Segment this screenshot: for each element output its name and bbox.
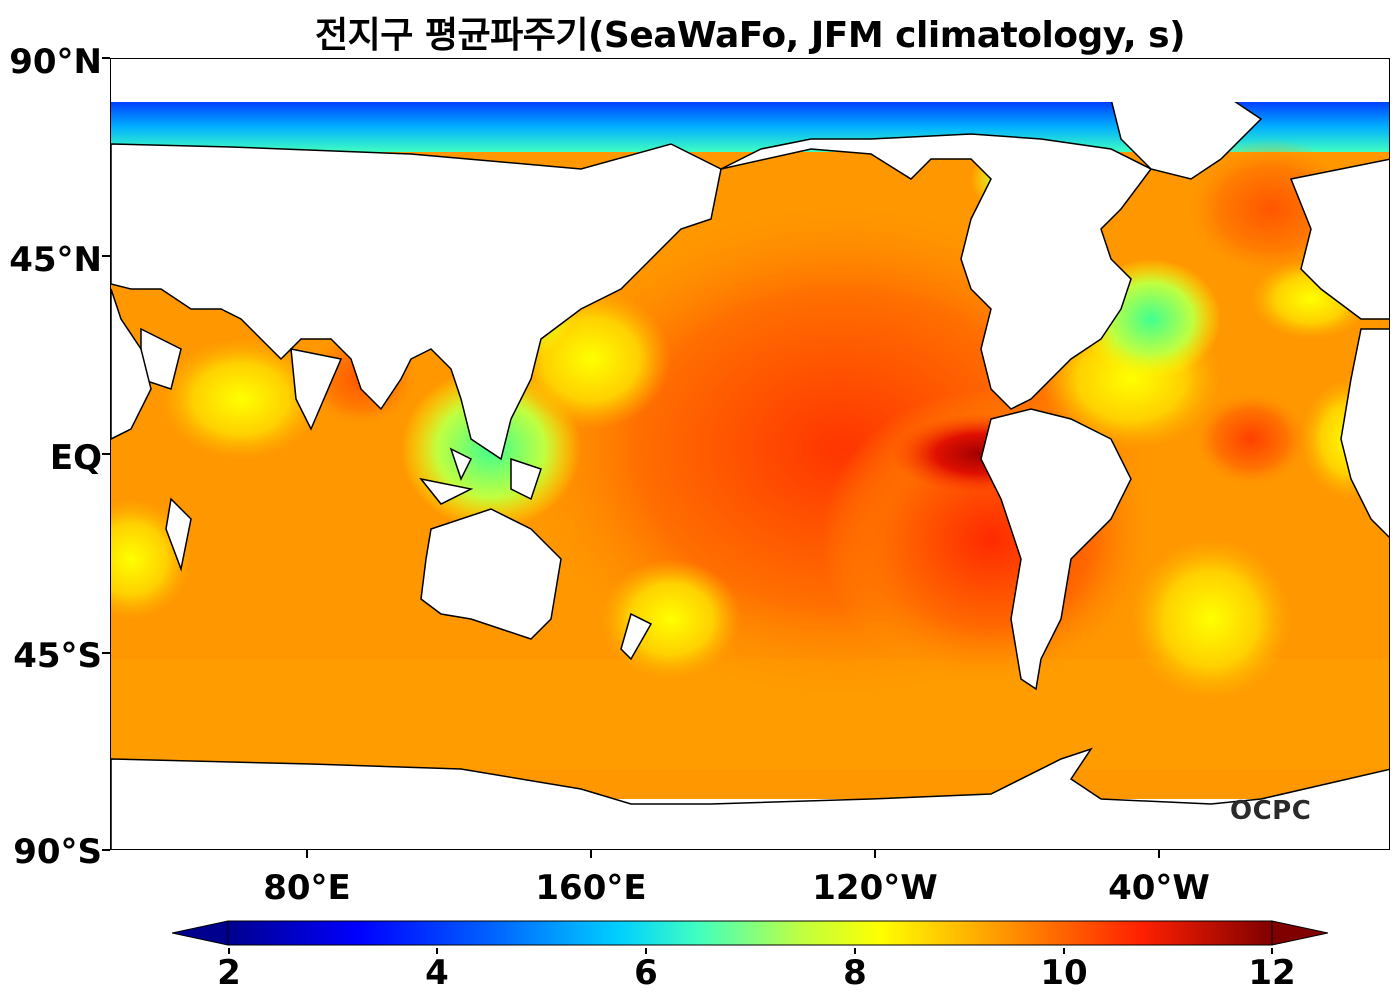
lat-label-90s: 90°S — [13, 832, 102, 872]
lat-label-eq: EQ — [49, 438, 102, 478]
colorbar — [171, 918, 1329, 948]
wave-period-map — [111, 59, 1389, 849]
colorbar-label-4: 4 — [425, 953, 449, 993]
colorbar-tick — [228, 948, 230, 954]
lat-tick — [102, 453, 110, 455]
colorbar-tick — [645, 948, 647, 954]
lon-label-80e: 80°E — [263, 868, 351, 908]
map-frame — [110, 58, 1390, 850]
lon-label-40w: 40°W — [1108, 868, 1210, 908]
colorbar-min-extend — [171, 920, 229, 946]
lat-tick — [102, 255, 110, 257]
lon-tick — [306, 850, 308, 858]
lon-label-160e: 160°E — [535, 868, 647, 908]
lat-tick — [102, 57, 110, 59]
colorbar-gradient — [227, 920, 1273, 946]
lon-label-120w: 120°W — [812, 868, 938, 908]
land — [111, 98, 1389, 849]
colorbar-label-12: 12 — [1248, 953, 1296, 993]
colorbar-tick — [436, 948, 438, 954]
colorbar-label-2: 2 — [217, 953, 241, 993]
ocpc-watermark: OCPC — [1230, 796, 1312, 826]
colorbar-label-10: 10 — [1040, 953, 1088, 993]
lat-tick — [102, 849, 110, 851]
colorbar-tick — [1271, 948, 1273, 954]
lat-label-45n: 45°N — [9, 240, 102, 280]
colorbar-tick — [1063, 948, 1065, 954]
colorbar-tick — [854, 948, 856, 954]
lon-tick — [1158, 850, 1160, 858]
colorbar-label-6: 6 — [634, 953, 658, 993]
colorbar-max-extend — [1271, 920, 1329, 946]
lat-label-45s: 45°S — [13, 636, 102, 676]
lat-tick — [102, 652, 110, 654]
colorbar-label-8: 8 — [843, 953, 867, 993]
lon-tick — [874, 850, 876, 858]
map-title: 전지구 평균파주기(SeaWaFo, JFM climatology, s) — [314, 15, 1186, 56]
lat-label-90n: 90°N — [9, 42, 102, 82]
lon-tick — [590, 850, 592, 858]
